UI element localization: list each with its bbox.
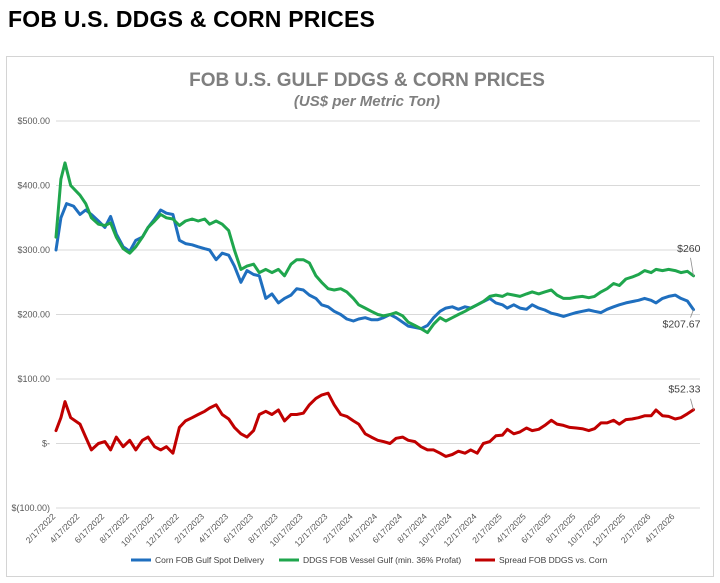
legend-label: DDGS FOB Vessel Gulf (min. 36% Profat) — [303, 555, 461, 565]
legend-label: Spread FOB DDGS vs. Corn — [499, 555, 607, 565]
x-axis-ticks: 2/17/20224/17/20226/17/20228/17/202210/1… — [24, 511, 677, 548]
legend-label: Corn FOB Gulf Spot Delivery — [155, 555, 265, 565]
series-line-corn — [54, 202, 695, 331]
gridlines — [56, 120, 700, 509]
y-tick-label: $500.00 — [17, 116, 50, 126]
chart-subtitle: (US$ per Metric Ton) — [294, 93, 440, 110]
y-tick-label: $400.00 — [17, 181, 50, 191]
end-label-leader — [690, 257, 694, 276]
y-tick-label: $100.00 — [17, 374, 50, 384]
y-tick-label: $(100.00) — [11, 503, 50, 513]
y-tick-label: $300.00 — [17, 245, 50, 255]
series-line-ddgs — [54, 161, 695, 335]
end-value-label: $52.33 — [668, 384, 700, 396]
end-labels: $260 $207.67 $52.33 — [663, 243, 701, 410]
y-tick-label: $200.00 — [17, 310, 50, 320]
end-value-label: $207.67 — [663, 319, 701, 331]
chart-frame — [6, 56, 714, 577]
y-tick-label: $- — [42, 439, 50, 449]
series-line-spread — [54, 391, 695, 458]
y-axis-ticks: $500.00 $400.00 $300.00 $200.00 $100.00 $- $(1… — [11, 116, 50, 513]
page-title: FOB U.S. DDGS & CORN PRICES — [8, 6, 376, 32]
series-layer — [54, 161, 695, 458]
chart-title: FOB U.S. GULF DDGS & CORN PRICES — [189, 70, 545, 91]
end-label-leader — [690, 398, 694, 410]
legend: Corn FOB Gulf Spot Delivery DDGS FOB Vess… — [131, 555, 607, 565]
end-value-label: $260 — [677, 243, 701, 255]
end-label-leader — [690, 309, 694, 318]
